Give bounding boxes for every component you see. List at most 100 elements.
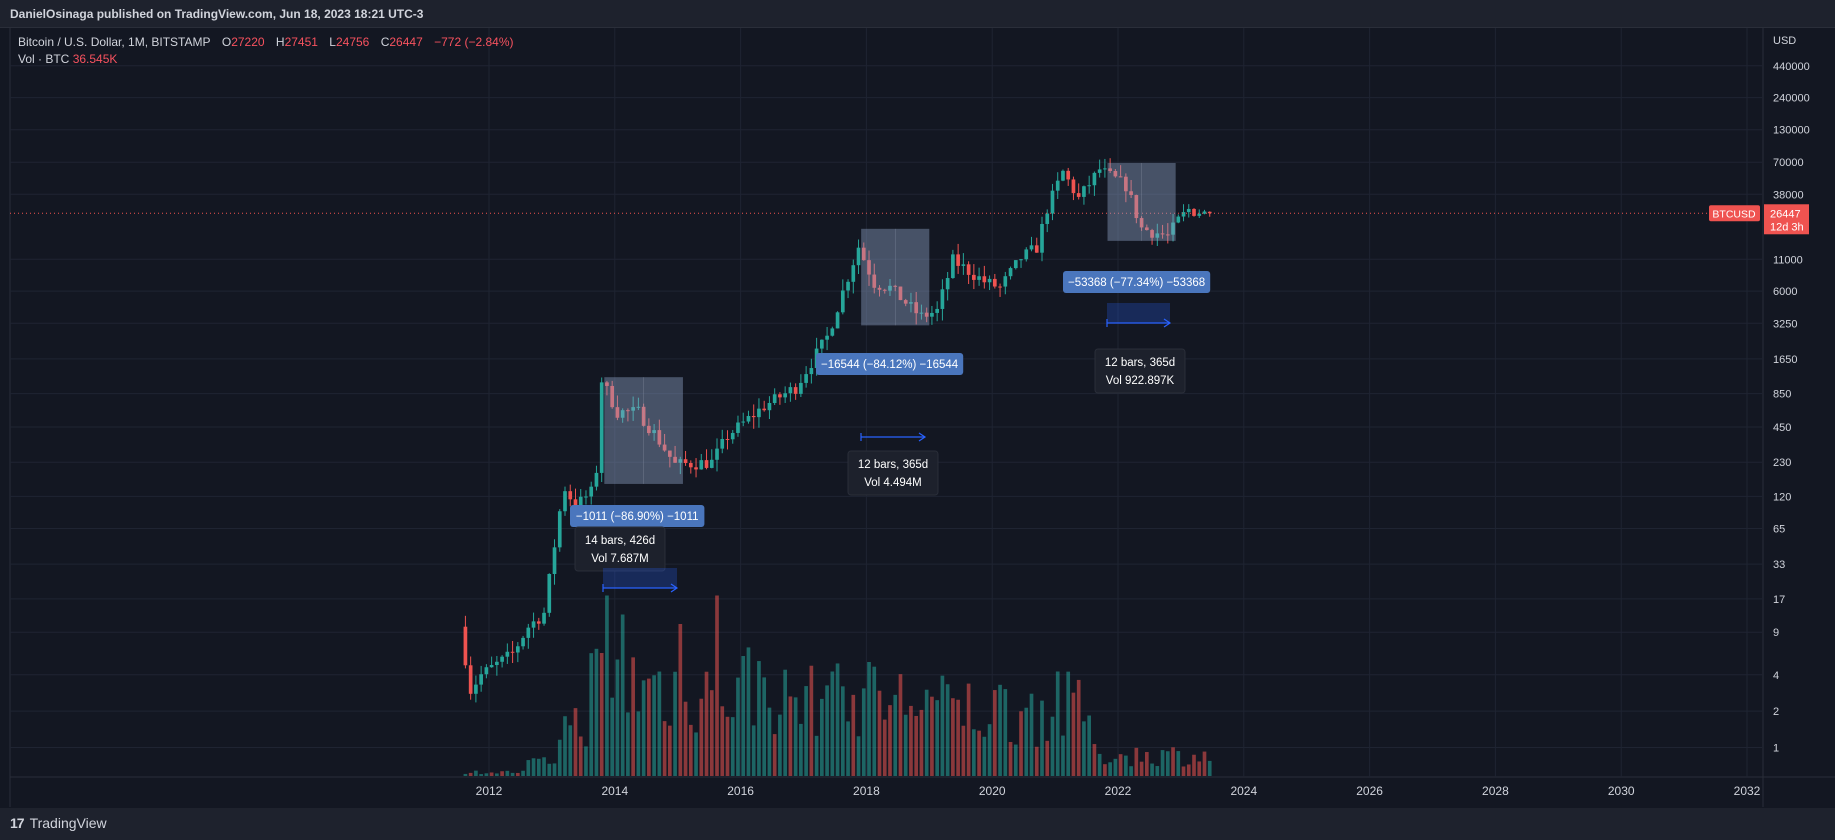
volume-bar <box>951 698 955 776</box>
volume-bar <box>515 772 520 776</box>
candle-body <box>484 667 489 675</box>
candle-body <box>830 328 835 336</box>
candle-body <box>557 511 562 548</box>
symbol-tag-text: BTCUSD <box>1712 208 1756 220</box>
candle-body <box>573 499 578 510</box>
volume-bar <box>998 684 1002 776</box>
candle-body <box>1160 233 1165 235</box>
candle-body <box>835 312 840 329</box>
candle-body <box>951 254 955 279</box>
candle-body <box>536 621 541 624</box>
candle-body <box>1008 268 1013 277</box>
candle-body <box>699 460 704 470</box>
last-price-tag[interactable] <box>1764 204 1809 235</box>
drawdown-badge[interactable] <box>570 505 705 527</box>
candle-body <box>903 300 908 304</box>
candle-body <box>500 656 504 662</box>
candle-body <box>1061 170 1065 181</box>
candle-body <box>804 374 808 383</box>
candle-body <box>1108 168 1112 171</box>
x-tick-label: 2022 <box>1105 784 1132 798</box>
open-label: O <box>221 35 232 49</box>
vol-text: Vol 7.687M <box>591 553 649 565</box>
volume-bar <box>500 771 504 776</box>
volume-bar <box>704 671 709 776</box>
volume-bar <box>820 698 824 776</box>
candle-body <box>1003 276 1008 287</box>
y-tick-label: 3250 <box>1773 318 1797 330</box>
candle-body <box>982 276 987 283</box>
volume-bar <box>919 709 924 776</box>
volume-bar <box>1071 692 1076 776</box>
volume-bar <box>563 716 567 776</box>
y-tick-label: 130000 <box>1773 125 1810 137</box>
symbol-name[interactable]: Bitcoin / U.S. Dollar, 1M, BITSTAMP <box>18 35 211 49</box>
volume-bar <box>463 773 468 776</box>
tradingview-brand[interactable]: 17 TradingView <box>10 815 107 831</box>
volume-bar <box>982 736 987 776</box>
volume-bar <box>510 772 515 776</box>
volume-bar <box>526 760 531 776</box>
candle-body <box>636 406 641 408</box>
publisher-bar: DanielOsinaga published on TradingView.c… <box>0 0 1835 28</box>
y-tick-label: 1650 <box>1773 354 1797 366</box>
candle-body <box>1040 223 1044 253</box>
symbol-legend-row[interactable]: Bitcoin / U.S. Dollar, 1M, BITSTAMP O272… <box>18 34 513 51</box>
candle-body <box>510 651 515 653</box>
drawdown-badge[interactable] <box>1063 271 1211 293</box>
candle-body <box>746 415 751 422</box>
bars-info-box[interactable] <box>847 450 939 496</box>
volume-bar <box>647 678 651 776</box>
volume-bar <box>935 700 939 776</box>
candle-body <box>720 438 725 449</box>
candle-body <box>615 407 620 418</box>
candle-body <box>489 665 494 668</box>
drawdown-badge[interactable] <box>816 353 964 375</box>
volume-bar <box>1013 744 1018 776</box>
y-tick-label: 65 <box>1773 524 1785 536</box>
close-label: C <box>380 35 390 49</box>
candle-body <box>688 463 693 468</box>
x-tick-label: 2012 <box>476 784 503 798</box>
candle-body <box>1113 170 1118 177</box>
candle-body <box>610 385 615 408</box>
volume-bar <box>1040 700 1044 776</box>
volume-bar <box>1066 671 1071 776</box>
volume-label[interactable]: Vol · BTC <box>18 52 70 66</box>
high-value: 27451 <box>284 35 318 49</box>
candle-body <box>657 430 662 445</box>
volume-bar <box>940 675 945 776</box>
candle-body <box>584 496 588 498</box>
volume-bar <box>1129 766 1133 776</box>
candle-body <box>599 382 604 473</box>
volume-bar <box>1055 671 1060 776</box>
candle-body <box>1045 213 1050 224</box>
volume-bar <box>977 730 981 776</box>
volume-bar <box>966 683 971 776</box>
volume-bar <box>521 770 525 776</box>
candle-body <box>1087 185 1092 187</box>
volume-bar <box>783 669 787 776</box>
volume-legend-row[interactable]: Vol · BTC 36.545K <box>18 51 513 68</box>
volume-bar <box>610 697 615 776</box>
symbol-price-tag[interactable] <box>1709 205 1760 222</box>
volume-bar <box>903 714 908 776</box>
volume-bar <box>1061 735 1065 776</box>
candle-body <box>882 289 887 291</box>
volume-bar <box>867 662 871 776</box>
volume-bar <box>489 772 494 776</box>
x-tick-label: 2020 <box>979 784 1006 798</box>
volume-bar <box>830 671 835 776</box>
footer-bar <box>0 808 1835 840</box>
volume-bar <box>1171 747 1175 776</box>
x-tick-label: 2016 <box>727 784 754 798</box>
candle-body <box>715 448 719 460</box>
volume-bar <box>699 698 704 776</box>
bars-info-box[interactable] <box>574 526 666 572</box>
y-tick-label: 9 <box>1773 627 1779 639</box>
candle-body <box>767 402 772 411</box>
candle-body <box>919 312 924 314</box>
bars-info-box[interactable] <box>1094 348 1186 394</box>
volume-bar <box>584 746 588 776</box>
